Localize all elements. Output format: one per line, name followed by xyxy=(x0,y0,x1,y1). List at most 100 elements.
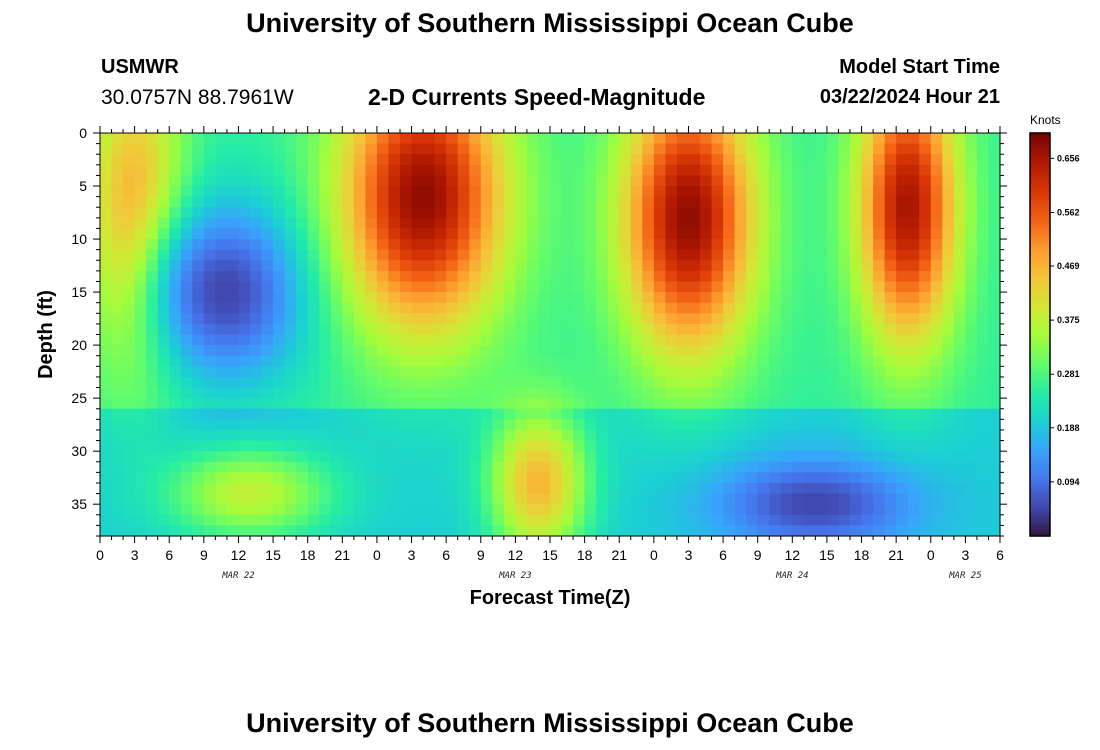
heatmap-cell xyxy=(469,143,482,155)
heatmap-cell xyxy=(723,345,736,357)
heatmap-cell xyxy=(296,154,309,166)
colorbar-segment xyxy=(1030,156,1050,161)
heatmap-cell xyxy=(723,525,736,537)
heatmap-cell xyxy=(734,461,747,473)
heatmap-cell xyxy=(123,196,136,208)
colorbar-segment xyxy=(1030,391,1050,396)
heatmap-cell xyxy=(596,302,609,314)
heatmap-cell xyxy=(469,239,482,251)
heatmap-cell xyxy=(446,440,459,452)
heatmap-cell xyxy=(342,260,355,272)
heatmap-cell xyxy=(965,239,978,251)
heatmap-cell xyxy=(746,419,759,431)
heatmap-cell xyxy=(434,281,447,293)
heatmap-cell xyxy=(676,355,690,367)
heatmap-cell xyxy=(400,313,413,325)
heatmap-cell xyxy=(307,292,320,304)
heatmap-cell xyxy=(192,345,205,357)
heatmap-cell xyxy=(111,239,124,251)
heatmap-cell xyxy=(596,482,609,495)
colorbar-segment xyxy=(1030,287,1050,292)
heatmap-cell xyxy=(400,482,413,495)
heatmap-cell xyxy=(884,451,897,463)
heatmap-cell xyxy=(480,175,493,187)
heatmap-cell xyxy=(503,440,516,452)
heatmap-cell xyxy=(780,525,793,537)
heatmap-cell xyxy=(538,249,551,261)
heatmap-cell xyxy=(146,164,159,177)
heatmap-cell xyxy=(365,387,378,399)
heatmap-cell xyxy=(446,292,459,304)
heatmap-cell xyxy=(780,366,793,378)
heatmap-cell xyxy=(630,482,643,495)
heatmap-cell xyxy=(769,440,782,452)
heatmap-cell xyxy=(273,398,286,410)
heatmap-cell xyxy=(480,186,493,198)
colorbar-segment xyxy=(1030,153,1050,158)
heatmap-cell xyxy=(342,493,355,505)
heatmap-cell xyxy=(296,270,309,283)
heatmap-cell xyxy=(873,228,886,240)
heatmap-cell xyxy=(538,451,551,463)
colorbar-segment xyxy=(1030,421,1050,426)
heatmap-cell xyxy=(492,154,505,166)
heatmap-cell xyxy=(930,355,943,367)
heatmap-cell xyxy=(607,398,620,410)
heatmap-cell xyxy=(492,440,505,452)
heatmap-cell xyxy=(180,525,193,537)
colorbar-segment xyxy=(1030,263,1050,268)
heatmap-cell xyxy=(123,504,136,516)
heatmap-cell xyxy=(423,366,436,378)
heatmap-cell xyxy=(434,154,447,166)
heatmap-cell xyxy=(342,323,355,336)
heatmap-cell xyxy=(146,154,159,166)
heatmap-cell xyxy=(330,260,343,272)
heatmap-cell xyxy=(469,419,482,431)
heatmap-cell xyxy=(319,292,332,304)
heatmap-cell xyxy=(250,398,263,410)
heatmap-cell xyxy=(538,525,551,537)
heatmap-cell xyxy=(942,260,955,272)
heatmap-cell xyxy=(873,196,886,208)
heatmap-cell xyxy=(619,175,632,187)
heatmap-cell xyxy=(584,355,597,367)
heatmap-cell xyxy=(550,228,563,240)
date-label: MAR 24 xyxy=(775,571,809,581)
heatmap-cell xyxy=(203,292,216,304)
colorbar-segment xyxy=(1030,364,1050,369)
heatmap-cell xyxy=(665,398,678,410)
heatmap-cell xyxy=(953,228,966,240)
heatmap-cell xyxy=(353,472,366,484)
heatmap-cell xyxy=(226,196,240,208)
heatmap-cell xyxy=(319,398,332,410)
heatmap-cell xyxy=(169,270,182,283)
heatmap-cell xyxy=(596,461,609,473)
heatmap-cell xyxy=(250,461,263,473)
heatmap-cell xyxy=(388,525,401,537)
heatmap-cell xyxy=(780,419,793,431)
heatmap-cell xyxy=(965,419,978,431)
heatmap-cell xyxy=(123,398,136,410)
heatmap-cell xyxy=(573,493,586,505)
heatmap-cell xyxy=(434,270,447,283)
heatmap-cell xyxy=(746,493,759,505)
heatmap-cell xyxy=(503,482,516,495)
heatmap-cell xyxy=(503,387,516,399)
heatmap-cell xyxy=(411,281,424,293)
heatmap-cell xyxy=(342,313,355,325)
heatmap-cell xyxy=(826,292,840,304)
heatmap-cell xyxy=(988,175,1001,187)
heatmap-cell xyxy=(469,451,482,463)
heatmap-cell xyxy=(757,217,770,230)
heatmap-cell xyxy=(215,133,228,145)
heatmap-cell xyxy=(157,323,170,336)
heatmap-cell xyxy=(642,334,655,346)
heatmap-cell xyxy=(330,376,343,389)
heatmap-cell xyxy=(792,345,805,357)
heatmap-cell xyxy=(215,217,228,230)
heatmap-cell xyxy=(942,164,955,177)
heatmap-cell xyxy=(757,323,770,336)
heatmap-cell xyxy=(861,429,874,442)
heatmap-cell xyxy=(330,419,343,431)
y-tick-label: 10 xyxy=(71,231,87,247)
